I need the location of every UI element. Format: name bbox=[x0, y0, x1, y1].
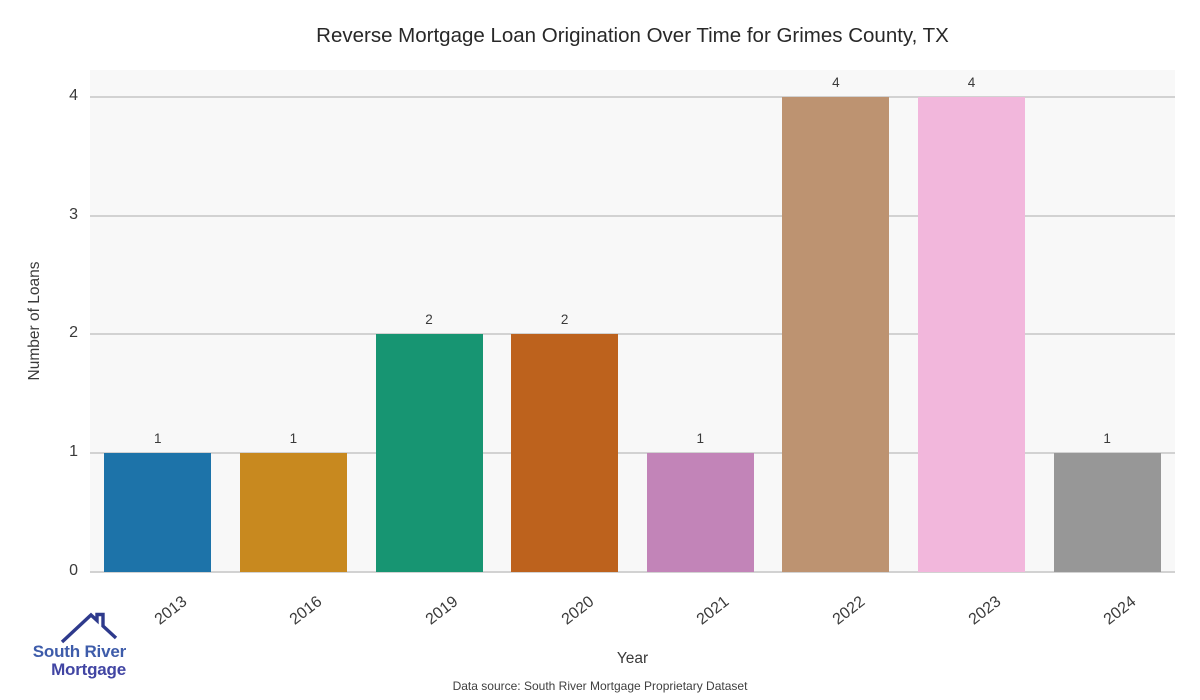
x-tick-label: 2022 bbox=[829, 593, 869, 629]
bar-value-label: 1 bbox=[1103, 431, 1111, 447]
bar-2020 bbox=[511, 334, 619, 572]
bar-2016 bbox=[239, 453, 347, 572]
data-source-note: Data source: South River Mortgage Propri… bbox=[452, 679, 748, 693]
bar-2021 bbox=[646, 453, 754, 572]
x-tick-label: 2016 bbox=[287, 593, 326, 629]
bar-value-label: 4 bbox=[832, 74, 840, 90]
gridline bbox=[90, 571, 1175, 573]
bar-value-label: 1 bbox=[696, 431, 705, 447]
bar-value-label: 1 bbox=[154, 431, 162, 447]
y-axis-label: Number of Loans bbox=[26, 261, 43, 381]
gridline bbox=[90, 333, 1175, 336]
gridline bbox=[90, 95, 1175, 98]
x-tick-label: 2019 bbox=[422, 593, 462, 629]
x-axis-label: Year bbox=[616, 650, 649, 667]
logo-text-line2: Mortgage bbox=[51, 660, 126, 679]
bar-value-label: 2 bbox=[425, 312, 433, 328]
gridline bbox=[90, 214, 1175, 217]
x-tick-label: 2021 bbox=[694, 593, 733, 629]
y-tick-label: 4 bbox=[69, 86, 78, 104]
bar-value-label: 2 bbox=[560, 312, 569, 328]
y-tick-label: 3 bbox=[69, 205, 78, 223]
y-tick-label: 2 bbox=[69, 324, 78, 342]
x-tick-label: 2024 bbox=[1100, 593, 1140, 629]
chart-title: Reverse Mortgage Loan Origination Over T… bbox=[316, 24, 949, 47]
y-tick-label: 0 bbox=[69, 562, 78, 579]
south-river-mortgage-logo: South River Mortgage bbox=[14, 610, 134, 685]
x-tick-label: 2020 bbox=[558, 593, 597, 629]
x-tick-label: 2023 bbox=[965, 593, 1004, 629]
bar-2019 bbox=[375, 334, 483, 572]
plot-area: 1 1 2 2 1 4 4 1 bbox=[90, 70, 1175, 573]
bar-2013 bbox=[104, 453, 212, 572]
bar-2023 bbox=[918, 96, 1026, 572]
house-roof-icon bbox=[60, 612, 118, 644]
logo-text-line1: South River bbox=[32, 642, 126, 661]
bar-2022 bbox=[782, 96, 890, 572]
bar-value-label: 1 bbox=[289, 431, 298, 447]
bar-value-label: 4 bbox=[967, 74, 976, 90]
y-tick-label: 1 bbox=[69, 443, 78, 461]
gridline bbox=[90, 452, 1175, 455]
bar-2024 bbox=[1053, 453, 1161, 572]
